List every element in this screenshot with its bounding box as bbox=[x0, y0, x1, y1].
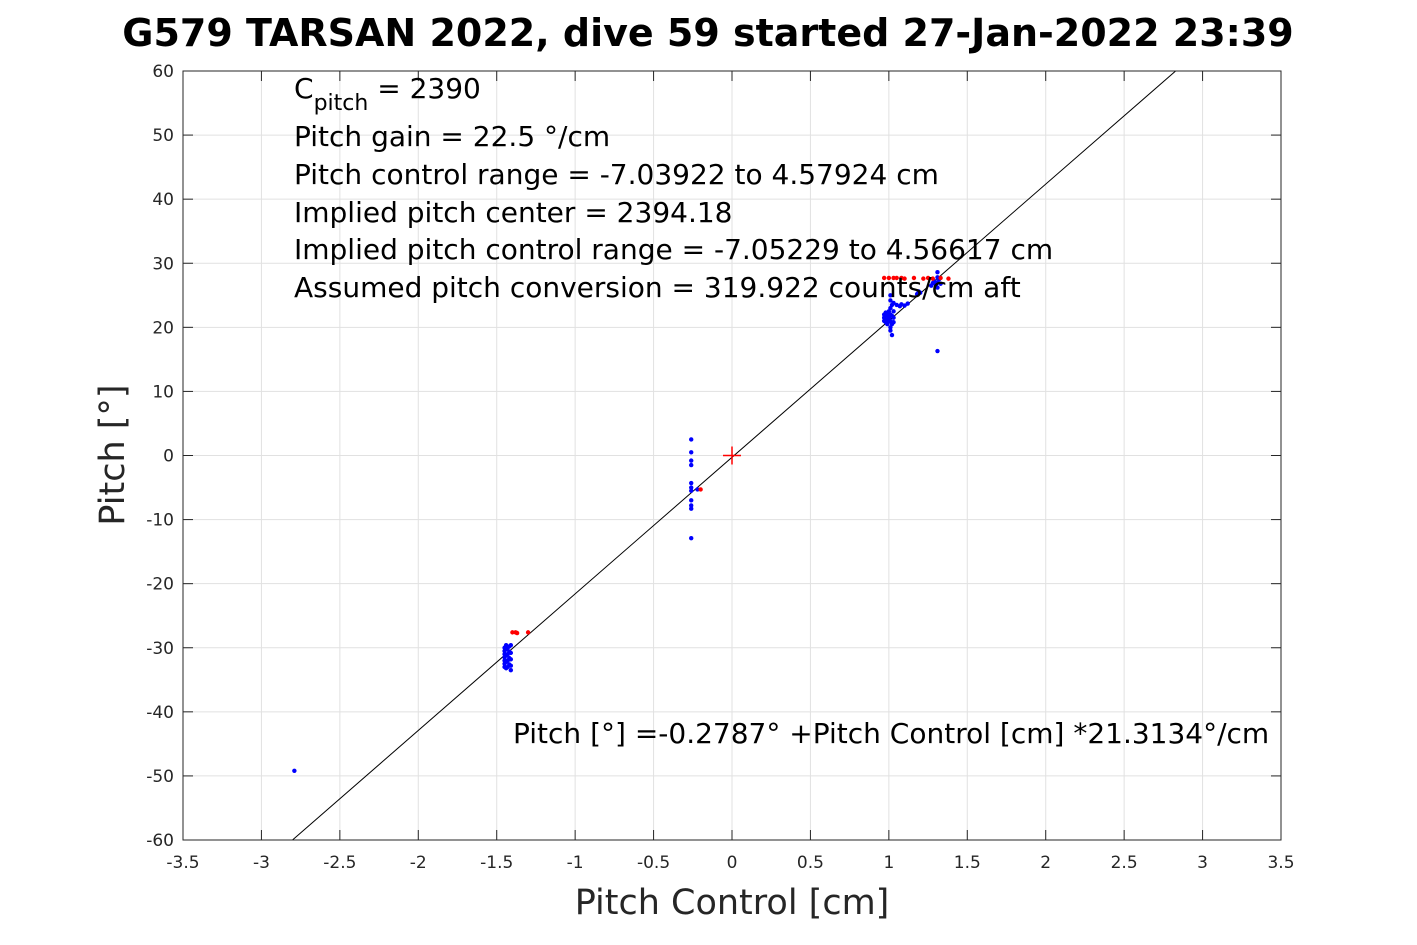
y-tick-label: 50 bbox=[152, 126, 174, 146]
data-point bbox=[938, 281, 943, 286]
data-point bbox=[689, 506, 694, 511]
data-point bbox=[695, 487, 700, 492]
data-point bbox=[689, 462, 694, 468]
data-point bbox=[935, 270, 940, 275]
data-point bbox=[946, 276, 951, 281]
data-point bbox=[689, 498, 694, 503]
x-tick-label: -2 bbox=[410, 853, 427, 873]
annotation-range: Pitch control range = -7.03922 to 4.5792… bbox=[294, 158, 939, 191]
data-point bbox=[881, 275, 887, 281]
data-point bbox=[508, 650, 514, 656]
data-point bbox=[508, 667, 514, 673]
data-point bbox=[935, 348, 940, 354]
data-point bbox=[894, 275, 899, 281]
data-point bbox=[508, 642, 514, 648]
y-tick-label: -30 bbox=[146, 639, 174, 659]
data-point bbox=[911, 275, 917, 281]
data-point bbox=[689, 535, 694, 541]
scatter-series bbox=[292, 270, 943, 773]
data-point bbox=[689, 437, 694, 442]
x-tick-label: -3 bbox=[253, 853, 270, 873]
data-point bbox=[891, 309, 896, 314]
data-point bbox=[886, 275, 892, 281]
annotations: Cpitch = 2390 Pitch gain = 22.5 °/cm Pitch… bbox=[294, 72, 1269, 750]
x-tick-label: 2 bbox=[1040, 853, 1051, 873]
x-tick-label: 3.5 bbox=[1267, 853, 1294, 873]
annotation-implied-range: Implied pitch control range = -7.05229 t… bbox=[294, 233, 1053, 266]
data-point bbox=[689, 485, 694, 490]
data-point bbox=[918, 290, 923, 295]
x-tick-label: 0 bbox=[727, 853, 738, 873]
data-point bbox=[888, 298, 893, 303]
y-tick-label: 20 bbox=[152, 318, 174, 338]
data-point bbox=[689, 488, 694, 493]
data-point bbox=[925, 275, 931, 281]
y-tick-label: -60 bbox=[146, 831, 174, 851]
center-marker bbox=[723, 446, 741, 465]
annotation-conversion: Assumed pitch conversion = 319.922 count… bbox=[294, 271, 1021, 304]
y-tick-label: -10 bbox=[146, 511, 174, 531]
data-point bbox=[510, 630, 515, 635]
data-point bbox=[292, 768, 297, 773]
y-tick-label: 30 bbox=[152, 254, 174, 274]
data-point bbox=[921, 276, 926, 281]
data-point bbox=[891, 275, 896, 281]
data-point bbox=[891, 315, 896, 320]
data-point bbox=[888, 328, 893, 333]
y-tick-label: -40 bbox=[146, 703, 174, 723]
data-point bbox=[525, 630, 531, 635]
x-tick-label: 1 bbox=[883, 853, 894, 873]
y-axis: -60 -50 -40 -30 -20 -10 0 10 20 30 40 50 60 bbox=[146, 62, 1281, 851]
data-point bbox=[889, 332, 895, 338]
data-point bbox=[905, 301, 910, 306]
plot-area bbox=[291, 71, 1177, 840]
x-tick-label: -0.5 bbox=[637, 853, 670, 873]
x-tick-label: -3.5 bbox=[166, 853, 199, 873]
y-tick-label: 0 bbox=[163, 447, 174, 467]
y-tick-label: 10 bbox=[152, 382, 174, 402]
data-point bbox=[514, 630, 520, 636]
x-tick-label: 3 bbox=[1197, 853, 1208, 873]
x-tick-label: 2.5 bbox=[1111, 853, 1138, 873]
y-tick-label: -50 bbox=[146, 767, 174, 787]
x-tick-label: -1.5 bbox=[480, 853, 513, 873]
data-point bbox=[902, 276, 907, 281]
data-point bbox=[689, 503, 694, 508]
scatter-series bbox=[510, 275, 951, 636]
data-point bbox=[508, 657, 514, 662]
data-point bbox=[689, 458, 694, 463]
data-point bbox=[689, 450, 694, 455]
grid bbox=[182, 70, 1282, 841]
data-point bbox=[689, 480, 694, 486]
x-tick-label: -1 bbox=[567, 853, 584, 873]
x-tick-label: 1.5 bbox=[954, 853, 981, 873]
annotation-center: Implied pitch center = 2394.18 bbox=[294, 196, 732, 229]
x-tick-label: -2.5 bbox=[323, 853, 356, 873]
fit-equation: Pitch [°] =-0.2787° +Pitch Control [cm] … bbox=[513, 717, 1269, 750]
y-tick-label: 40 bbox=[152, 190, 174, 210]
annotation-gain: Pitch gain = 22.5 °/cm bbox=[294, 120, 610, 153]
data-point bbox=[935, 285, 940, 290]
y-tick-label: 60 bbox=[152, 62, 174, 82]
y-axis-label: Pitch [°] bbox=[93, 384, 133, 525]
chart-title: G579 TARSAN 2022, dive 59 started 27-Jan… bbox=[122, 11, 1293, 55]
x-axis-label: Pitch Control [cm] bbox=[575, 883, 890, 923]
data-point bbox=[698, 487, 703, 492]
data-point bbox=[938, 275, 943, 281]
data-point bbox=[508, 663, 514, 668]
annotation-cpitch: Cpitch = 2390 bbox=[294, 72, 481, 116]
x-axis: -3.5 -3 -2.5 -2 -1.5 -1 -0.5 0 0.5 1 1.5 2 2.5 3 3.5 bbox=[166, 71, 1295, 873]
y-tick-label: -20 bbox=[146, 575, 174, 595]
data-point bbox=[888, 293, 893, 298]
data-point bbox=[891, 320, 896, 325]
x-tick-label: 0.5 bbox=[797, 853, 824, 873]
data-point bbox=[930, 276, 935, 281]
